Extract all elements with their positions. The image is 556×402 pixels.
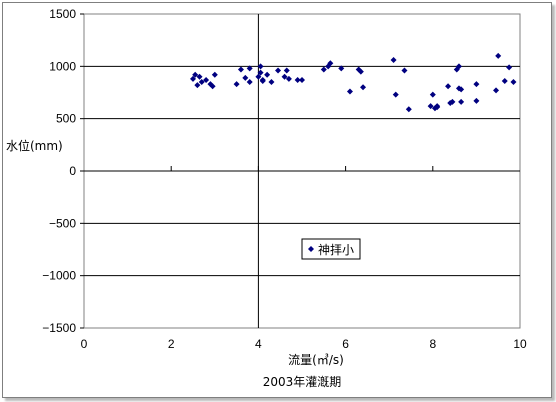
axes [80,13,520,329]
data-point [392,91,399,98]
x-tick-labels: 0 2 4 6 8 10 [81,337,527,351]
y-tick-labels: 1500 1000 500 0 −500 −1000 −1500 [42,7,76,335]
data-point [237,66,244,73]
data-point [401,67,408,74]
data-point [285,75,292,82]
data-point [198,79,205,86]
data-point [264,71,271,78]
data-point [501,77,508,84]
y-tick-label: 0 [69,164,76,178]
caption: 2003年灌漑期 [263,375,342,389]
data-point [320,66,327,73]
y-tick-label: −1500 [42,321,76,335]
data-point [346,88,353,95]
data-point [455,63,462,70]
data-point [209,83,216,90]
data-point [294,76,301,83]
data-point [510,79,517,86]
data-point [257,69,264,76]
data-point [458,98,465,105]
data-point [473,81,480,88]
y-tick-label: 500 [56,112,76,126]
data-point [211,71,218,78]
data-point [299,76,305,83]
data-point [493,87,500,94]
data-point [427,103,434,110]
data-point [434,104,441,111]
data-point [449,98,456,105]
x-tick-label: 4 [255,337,262,351]
data-point [233,81,240,88]
y-tick-label: −500 [49,216,76,230]
y-tick-label: 1500 [49,7,76,21]
data-point [360,84,367,91]
x-tick-label: 0 [81,337,88,351]
data-point [390,57,397,64]
y-tick-label: −1000 [42,269,76,283]
data-point [242,74,249,81]
data-point [275,67,282,74]
data-point [194,82,201,89]
legend-marker [308,246,314,252]
data-point [458,86,465,93]
data-point [246,65,253,72]
data-point [429,91,436,98]
data-point [357,68,364,75]
data-points [190,52,517,113]
data-point [190,75,196,82]
x-tick-label: 10 [513,337,527,351]
data-point [246,79,253,86]
x-tick-label: 6 [342,337,349,351]
data-point [445,83,452,90]
data-point [268,79,275,86]
data-point [257,63,264,70]
data-point [203,76,210,83]
data-point [338,65,345,72]
data-point [327,60,334,67]
legend-label: 神拝小 [318,243,354,257]
x-tick-label: 8 [429,337,436,351]
data-point [192,71,199,78]
y-tick-label: 1000 [49,59,76,73]
data-point [495,52,502,59]
data-point [283,67,290,74]
y-axis-label: 水位(mm) [6,138,63,153]
data-point [506,64,513,71]
legend: 神拝小 [301,238,361,260]
data-point [473,97,480,104]
x-axis-label: 流量(㎥/s) [288,353,344,367]
x-tick-label: 2 [168,337,175,351]
data-point [196,73,203,80]
data-point [259,77,266,84]
data-point [405,106,412,113]
legend-box [301,238,361,260]
data-point [255,73,262,80]
data-point [281,73,288,80]
